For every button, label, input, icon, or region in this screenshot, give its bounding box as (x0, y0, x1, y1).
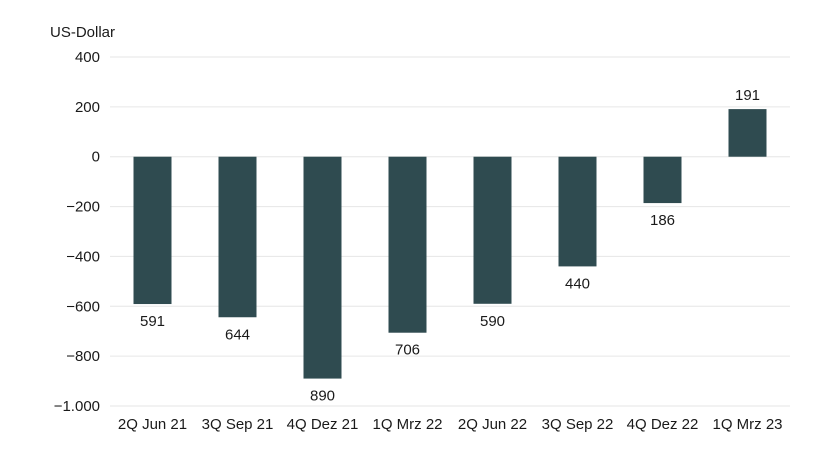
bar (303, 156, 342, 379)
x-tick-label: 4Q Dez 21 (287, 416, 359, 433)
data-label: 890 (310, 388, 335, 405)
bar (558, 156, 597, 267)
bar (218, 156, 257, 318)
y-tick-label: 0 (92, 149, 100, 166)
x-tick-label: 3Q Sep 22 (542, 416, 614, 433)
x-tick-label: 3Q Sep 21 (202, 416, 274, 433)
bar (133, 156, 172, 305)
x-axis-ticks: 2Q Jun 21 3Q Sep 21 4Q Dez 21 1Q Mrz 22 2Q J… (118, 416, 783, 433)
y-tick-label: 200 (75, 99, 100, 116)
bar (473, 156, 512, 304)
x-tick-label: 1Q Mrz 23 (712, 416, 782, 433)
bar (388, 156, 427, 333)
data-label: 191 (735, 87, 760, 104)
x-tick-label: 2Q Jun 21 (118, 416, 187, 433)
data-label: 440 (565, 275, 590, 292)
data-label: 591 (140, 313, 165, 330)
x-tick-label: 1Q Mrz 22 (372, 416, 442, 433)
bars (133, 109, 767, 379)
bar (643, 156, 682, 204)
y-tick-label: −400 (66, 248, 100, 265)
y-tick-label: 400 (75, 49, 100, 66)
y-tick-label: −800 (66, 348, 100, 365)
data-labels: 591 644 890 706 590 440 186 191 (140, 87, 760, 404)
y-tick-label: −600 (66, 298, 100, 315)
gridlines (110, 56, 790, 407)
y-tick-label: −200 (66, 199, 100, 216)
data-label: 590 (480, 313, 505, 330)
y-axis-ticks: 400 200 0 −200 −400 −600 −800 −1.000 (54, 49, 100, 415)
x-tick-label: 2Q Jun 22 (458, 416, 527, 433)
data-label: 706 (395, 342, 420, 359)
y-tick-label: −1.000 (54, 398, 100, 415)
data-label: 186 (650, 212, 675, 229)
x-tick-label: 4Q Dez 22 (627, 416, 699, 433)
bar (728, 109, 767, 157)
y-axis-unit-label: US-Dollar (50, 24, 115, 41)
data-label: 644 (225, 326, 250, 343)
